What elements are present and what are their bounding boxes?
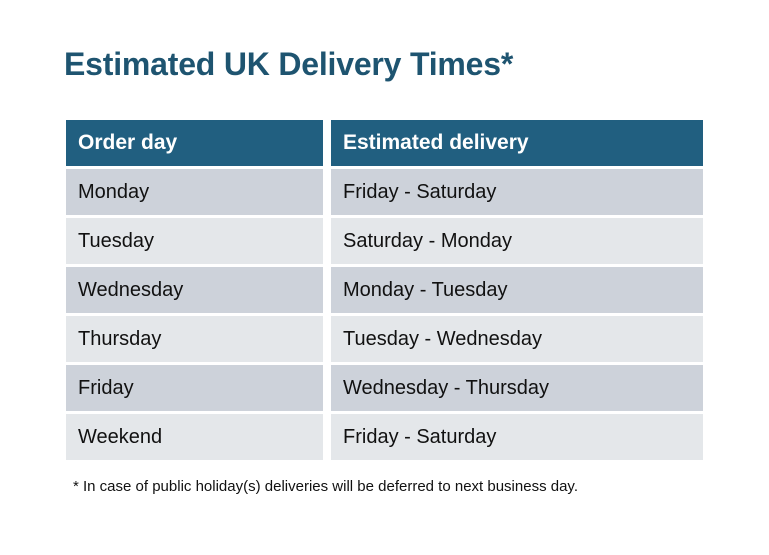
table-row: Friday Wednesday - Thursday xyxy=(66,365,703,411)
table-row: Weekend Friday - Saturday xyxy=(66,414,703,460)
table-row: Thursday Tuesday - Wednesday xyxy=(66,316,703,362)
table-row: Tuesday Saturday - Monday xyxy=(66,218,703,264)
column-header-order-day: Order day xyxy=(66,120,323,166)
cell-estimated-delivery: Saturday - Monday xyxy=(331,218,703,264)
cell-estimated-delivery: Wednesday - Thursday xyxy=(331,365,703,411)
table-header-row: Order day Estimated delivery xyxy=(66,120,703,166)
cell-estimated-delivery: Friday - Saturday xyxy=(331,169,703,215)
table-row: Wednesday Monday - Tuesday xyxy=(66,267,703,313)
cell-order-day: Wednesday xyxy=(66,267,323,313)
cell-estimated-delivery: Monday - Tuesday xyxy=(331,267,703,313)
cell-order-day: Friday xyxy=(66,365,323,411)
footnote-text: * In case of public holiday(s) deliverie… xyxy=(73,478,578,495)
cell-estimated-delivery: Friday - Saturday xyxy=(331,414,703,460)
table-row: Monday Friday - Saturday xyxy=(66,169,703,215)
cell-order-day: Tuesday xyxy=(66,218,323,264)
page-title: Estimated UK Delivery Times* xyxy=(64,46,514,82)
delivery-times-table: Order day Estimated delivery Monday Frid… xyxy=(66,120,703,463)
cell-order-day: Thursday xyxy=(66,316,323,362)
cell-order-day: Weekend xyxy=(66,414,323,460)
cell-order-day: Monday xyxy=(66,169,323,215)
cell-estimated-delivery: Tuesday - Wednesday xyxy=(331,316,703,362)
column-header-estimated-delivery: Estimated delivery xyxy=(331,120,703,166)
